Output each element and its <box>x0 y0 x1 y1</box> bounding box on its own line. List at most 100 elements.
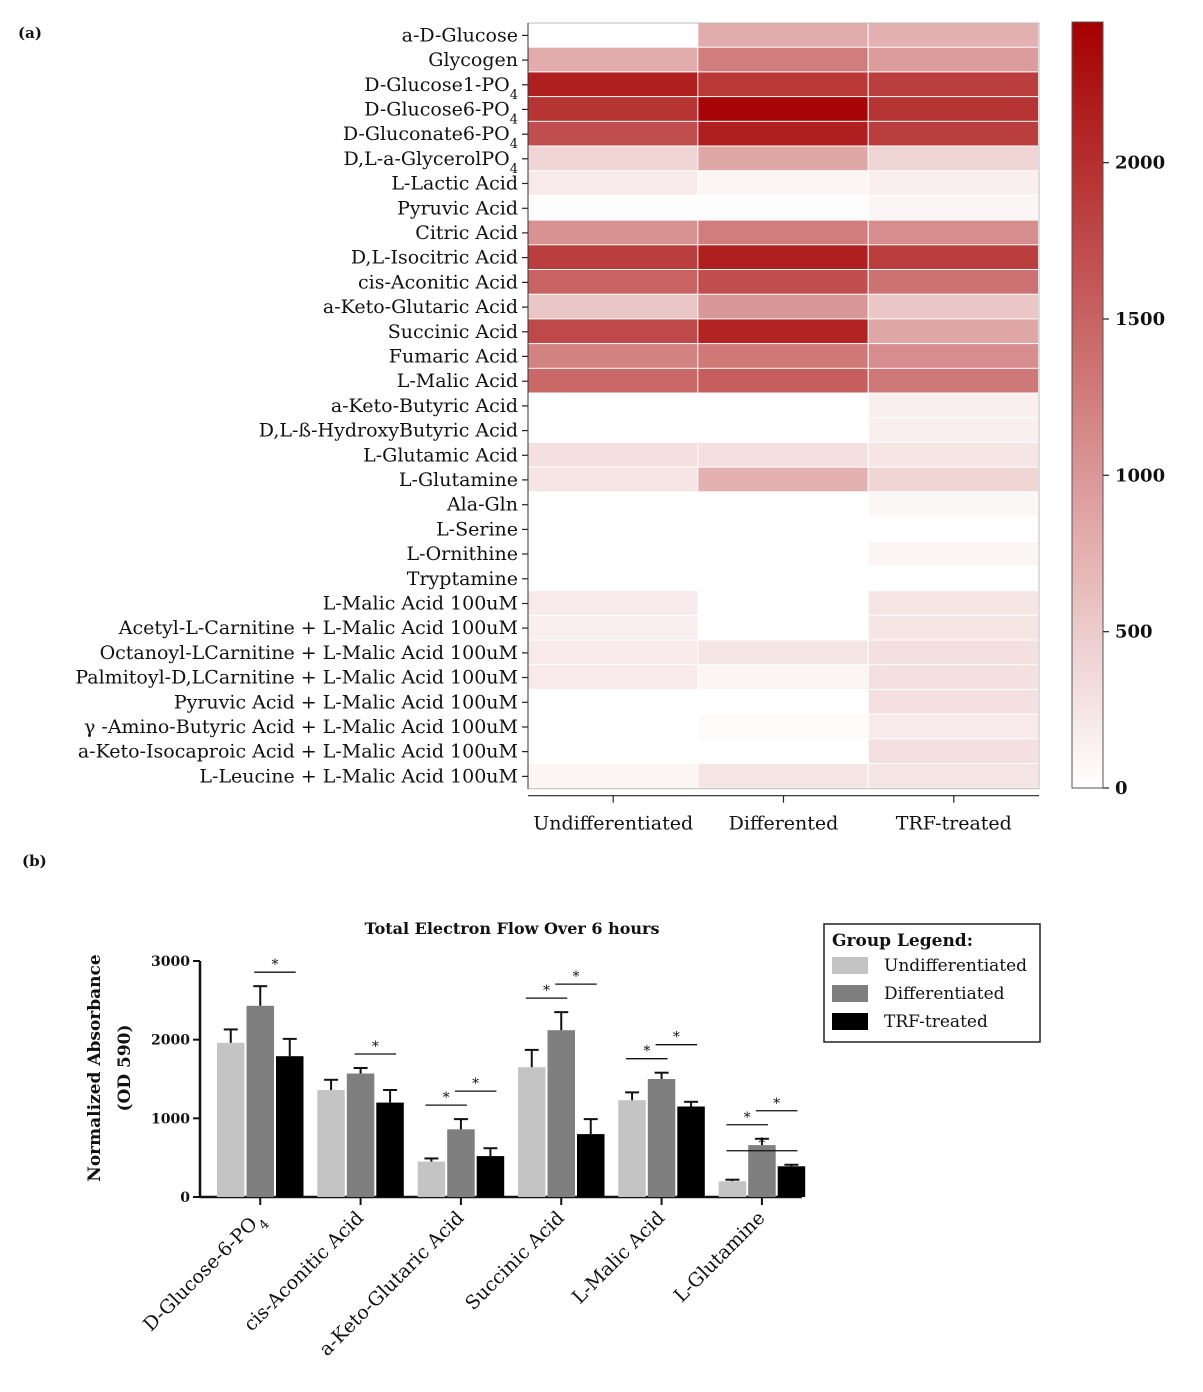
heatmap-cell-citric-acid-undifferentiated <box>528 220 698 245</box>
heatmap-cell-palmitoyl-d-lcarnitine-l-malic-acid-100um-trf-treated <box>868 665 1038 689</box>
y-axis-label-line1: Normalized Absorbance <box>85 954 105 1182</box>
bar-y-tick-label-2000: 2000 <box>151 1033 190 1049</box>
heatmap-cell-d-l-a-glycerolpo4-undifferentiated <box>528 146 698 171</box>
heatmap-cell-a-keto-glutaric-acid-trf-treated <box>868 294 1038 319</box>
heatmap-cell-pyruvic-acid-undifferentiated <box>528 195 698 220</box>
heatmap-cell-pyruvic-acid-trf-treated <box>868 195 1038 220</box>
bar-d-glucose-6-po4-differentiated <box>246 1005 274 1197</box>
colorbar-bar <box>1071 21 1104 789</box>
heatmap-cell-succinic-acid-differented <box>698 319 868 344</box>
bar-y-tick-label-1000: 1000 <box>151 1111 190 1127</box>
heatmap-cell-l-glutamic-acid-undifferentiated <box>528 442 698 467</box>
heatmap-cell-l-malic-acid-100um-differented <box>698 591 868 615</box>
colorbar: 0 500 1000 1500 2000 <box>1071 21 1165 799</box>
heatmap-col-label-undifferentiated: Undifferentiated <box>533 813 693 835</box>
colorbar-tick-label-500: 500 <box>1115 622 1153 643</box>
heatmap-col-label-differented: Differented <box>729 813 839 835</box>
bar-chart-title: Total Electron Flow Over 6 hours <box>365 919 660 938</box>
heatmap-row-label-palmitoyl-d-lcarnitine-l-malic-acid-100um: Palmitoyl-D,LCarnitine + L-Malic Acid 10… <box>75 667 518 689</box>
heatmap-cell-l-lactic-acid-undifferentiated <box>528 171 698 195</box>
heatmap-cell-octanoyl-lcarnitine-l-malic-acid-100um-differented <box>698 640 868 665</box>
heatmap-row-label-amino-butyric-acid-l-malic-acid-100um: γ -Amino-Butyric Acid + L-Malic Acid 100… <box>84 716 518 738</box>
heatmap-cell-l-malic-acid-trf-treated <box>868 368 1038 393</box>
heatmap-cell-tryptamine-trf-treated <box>868 566 1038 591</box>
heatmap-cell-a-d-glucose-trf-treated <box>868 23 1038 47</box>
heatmap-cell-acetyl-l-carnitine-l-malic-acid-100um-undifferentiated <box>528 615 698 640</box>
significance-star: * <box>272 957 279 973</box>
bar-l-malic-acid-undifferentiated <box>618 1100 646 1197</box>
heatmap-cell-pyruvic-acid-l-malic-acid-100um-trf-treated <box>868 689 1038 714</box>
panel-a-label: (a) <box>18 24 42 42</box>
heatmap-row-label-cis-aconitic-acid: cis-Aconitic Acid <box>358 271 518 293</box>
heatmap-row-label-l-malic-acid-100um: L-Malic Acid 100uM <box>323 593 518 615</box>
bar-d-glucose-6-po4-trf-treated <box>276 1056 304 1197</box>
heatmap-cell-citric-acid-trf-treated <box>868 220 1038 245</box>
heatmap-cell-l-malic-acid-differented <box>698 368 868 393</box>
heatmap-row-label-a-d-glucose: a-D-Glucose <box>402 24 518 46</box>
heatmap: a-D-GlucoseGlycogenD-Glucose1-PO4D-Gluco… <box>75 22 1040 835</box>
heatmap-cell-pyruvic-acid-differented <box>698 195 868 220</box>
heatmap-cell-acetyl-l-carnitine-l-malic-acid-100um-trf-treated <box>868 615 1038 640</box>
heatmap-cell-d-l-hydroxybutyric-acid-trf-treated <box>868 418 1038 442</box>
bar-succinic-acid-trf-treated <box>577 1134 605 1197</box>
heatmap-cell-glycogen-undifferentiated <box>528 47 698 72</box>
significance-star: * <box>472 1076 479 1092</box>
heatmap-cell-amino-butyric-acid-l-malic-acid-100um-trf-treated <box>868 714 1038 739</box>
heatmap-cell-l-ornithine-trf-treated <box>868 541 1038 566</box>
heatmap-cell-glycogen-trf-treated <box>868 47 1038 72</box>
heatmap-cell-a-keto-glutaric-acid-differented <box>698 294 868 319</box>
legend-swatch-differentiated <box>832 985 868 1002</box>
heatmap-cell-a-keto-isocaproic-acid-l-malic-acid-100um-differented <box>698 739 868 763</box>
significance-star: * <box>443 1090 450 1106</box>
bar-l-glutamine-differentiated <box>748 1145 776 1197</box>
colorbar-tick-label-2000: 2000 <box>1115 153 1165 174</box>
legend-label-trf-treated: TRF-treated <box>884 1012 988 1032</box>
legend: Group Legend: Undifferentiated Differenti… <box>823 923 1041 1043</box>
heatmap-cell-l-serine-differented <box>698 517 868 541</box>
heatmap-row-label-d-l-a-glycerolpo4: D,L-a-GlycerolPO4 <box>344 148 519 177</box>
heatmap-row-label-d-glucose6-po4: D-Glucose6-PO4 <box>364 98 518 127</box>
heatmap-cell-ala-gln-trf-treated <box>868 492 1038 516</box>
heatmap-cell-l-leucine-l-malic-acid-100um-differented <box>698 764 868 788</box>
bar-x-label-succinic-acid: Succinic Acid <box>461 1207 569 1315</box>
heatmap-col-label-trf-treated: TRF-treated <box>896 813 1012 835</box>
heatmap-row-label-d-l-hydroxybutyric-acid: D,L-ß-HydroxyButyric Acid <box>259 420 518 442</box>
heatmap-cell-l-ornithine-undifferentiated <box>528 541 698 566</box>
bar-cis-aconitic-acid-trf-treated <box>376 1102 404 1197</box>
y-axis-label: Normalized Absorbance (OD 590) <box>85 954 135 1182</box>
heatmap-cell-a-keto-butyric-acid-undifferentiated <box>528 393 698 418</box>
heatmap-row-label-a-keto-glutaric-acid: a-Keto-Glutaric Acid <box>323 296 518 318</box>
heatmap-cell-d-glucose1-po4-undifferentiated <box>528 72 698 97</box>
panel-b-label: (b) <box>22 852 47 870</box>
bar-a-keto-glutaric-acid-undifferentiated <box>417 1161 446 1197</box>
legend-label-undifferentiated: Undifferentiated <box>884 956 1027 976</box>
heatmap-row-label-a-keto-isocaproic-acid-l-malic-acid-100um: a-Keto-Isocaproic Acid + L-Malic Acid 10… <box>78 741 518 763</box>
heatmap-row-label-l-serine: L-Serine <box>436 518 518 540</box>
heatmap-cell-d-glucose1-po4-trf-treated <box>868 72 1038 97</box>
heatmap-cell-tryptamine-differented <box>698 566 868 591</box>
significance-star: * <box>773 1096 780 1112</box>
bar-a-keto-glutaric-acid-trf-treated <box>476 1156 505 1197</box>
colorbar-tick-label-0: 0 <box>1115 778 1128 799</box>
bar-cis-aconitic-acid-differentiated <box>346 1073 375 1197</box>
significance-star: * <box>673 1030 680 1046</box>
bar-y-tick-label-0: 0 <box>180 1190 190 1206</box>
heatmap-cell-cis-aconitic-acid-undifferentiated <box>528 270 698 294</box>
heatmap-cell-cis-aconitic-acid-differented <box>698 270 868 294</box>
heatmap-row-label-l-ornithine: L-Ornithine <box>407 543 518 565</box>
bar-l-malic-acid-trf-treated <box>677 1106 705 1197</box>
bar-l-malic-acid-differentiated <box>647 1079 676 1197</box>
heatmap-cell-a-keto-isocaproic-acid-l-malic-acid-100um-trf-treated <box>868 739 1038 763</box>
legend-swatch-trf-treated <box>832 1013 868 1030</box>
heatmap-cell-d-l-a-glycerolpo4-trf-treated <box>868 146 1038 171</box>
bar-x-label-l-malic-acid: L-Malic Acid <box>568 1207 669 1308</box>
heatmap-cell-d-glucose6-po4-undifferentiated <box>528 97 698 121</box>
heatmap-cell-d-l-isocitric-acid-differented <box>698 245 868 269</box>
heatmap-cell-l-glutamine-differented <box>698 467 868 492</box>
heatmap-cell-d-glucose6-po4-differented <box>698 97 868 121</box>
heatmap-cell-citric-acid-differented <box>698 220 868 245</box>
colorbar-tick-label-1500: 1500 <box>1115 309 1165 330</box>
heatmap-cell-ala-gln-undifferentiated <box>528 492 698 516</box>
heatmap-cell-amino-butyric-acid-l-malic-acid-100um-undifferentiated <box>528 714 698 739</box>
